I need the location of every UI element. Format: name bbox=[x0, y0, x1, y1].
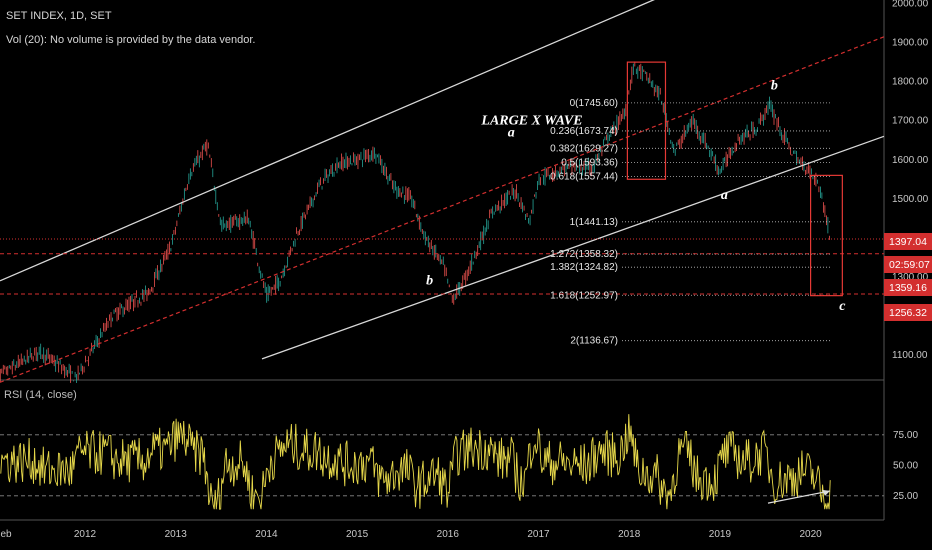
rsi-legend[interactable]: RSI (14, close) bbox=[4, 389, 77, 401]
time-tick-7: 2018 bbox=[618, 529, 641, 540]
rsi-line bbox=[0, 414, 831, 510]
price-badge-0 bbox=[884, 233, 932, 250]
price-tick-0: 2000.00 bbox=[892, 0, 929, 10]
time-tick-8: 2019 bbox=[709, 529, 732, 540]
price-badge-text-1: 02:59:07 bbox=[889, 259, 930, 271]
price-tick-2: 1800.00 bbox=[892, 77, 929, 88]
top-highlight-box bbox=[626, 61, 667, 180]
wave-label-1: a bbox=[508, 125, 515, 140]
fib-label-6: 1.272(1358.32) bbox=[550, 249, 618, 260]
wave-label-2: b bbox=[426, 274, 433, 289]
time-tick-1: 2012 bbox=[74, 529, 97, 540]
time-axis[interactable]: eb 2012 2013 2014 2015 2016 2017 2018 2019 2020 bbox=[0, 529, 822, 540]
rsi-trend-line bbox=[767, 490, 831, 504]
lower-channel-line bbox=[261, 135, 885, 360]
wave-label-3: b bbox=[771, 78, 778, 93]
price-tick-7: 1300.00 bbox=[892, 272, 929, 283]
fib-label-9: 2(1136.67) bbox=[570, 336, 618, 347]
price-badge-2 bbox=[884, 279, 932, 296]
price-tick-9: 1100.00 bbox=[892, 350, 928, 361]
time-tick-4: 2015 bbox=[346, 529, 369, 540]
pattern-title: LARGE X WAVE bbox=[480, 114, 582, 129]
rsi-plot[interactable] bbox=[0, 414, 884, 510]
highlight-boxes[interactable] bbox=[626, 61, 843, 297]
price-tick-3: 1700.00 bbox=[892, 116, 929, 127]
fib-label-0: 0(1745.60) bbox=[570, 98, 618, 109]
mid-channel-line bbox=[0, 36, 885, 383]
time-tick-5: 2016 bbox=[437, 529, 460, 540]
price-axis[interactable]: 2000.00 1900.00 1800.00 1700.00 1600.00 1500.… bbox=[884, 0, 932, 502]
wave-label-4: a bbox=[721, 188, 728, 203]
rsi-trend-arrowhead bbox=[822, 489, 830, 496]
fib-label-3: 0.5(1593.36) bbox=[561, 157, 618, 168]
fib-label-8: 1.618(1252.97) bbox=[550, 290, 618, 301]
symbol-title[interactable]: SET INDEX, 1D, SET bbox=[6, 10, 112, 22]
price-badge-text-0: 1397.04 bbox=[889, 236, 927, 248]
price-badge-text-3: 1256.32 bbox=[889, 307, 927, 319]
fib-label-2: 0.382(1629.27) bbox=[550, 143, 618, 154]
target-highlight-box bbox=[809, 174, 843, 297]
rsi-tick-0: 75.00 bbox=[893, 430, 918, 441]
time-tick-0: eb bbox=[0, 529, 12, 540]
fibonacci-levels[interactable]: 0(1745.60) 0.236(1673.74) 0.382(1629.27) 0.… bbox=[550, 98, 830, 347]
drawing-lines[interactable] bbox=[0, 0, 885, 383]
price-tick-1: 1900.00 bbox=[892, 38, 929, 49]
fib-label-1: 0.236(1673.74) bbox=[550, 126, 618, 137]
price-tick-5: 1500.00 bbox=[892, 194, 929, 205]
time-tick-2: 2013 bbox=[165, 529, 188, 540]
price-badge-1 bbox=[884, 256, 932, 273]
price-tick-4: 1600.00 bbox=[892, 155, 929, 166]
fib-label-5: 1(1441.13) bbox=[570, 217, 618, 228]
time-tick-6: 2017 bbox=[527, 529, 550, 540]
price-candles[interactable] bbox=[0, 61, 830, 384]
time-tick-9: 2020 bbox=[799, 529, 822, 540]
rsi-tick-2: 25.00 bbox=[893, 491, 918, 502]
wave-label-5: c bbox=[839, 299, 846, 314]
fib-label-7: 1.382(1324.82) bbox=[550, 262, 618, 273]
volume-legend: Vol (20): No volume is provided by the d… bbox=[6, 34, 256, 46]
fib-label-4: 0.618(1557.44) bbox=[550, 171, 618, 182]
upper-channel-line bbox=[0, 0, 655, 282]
price-badge-text-2: 1359.16 bbox=[889, 282, 927, 294]
price-badge-3 bbox=[884, 304, 932, 321]
wave-labels: LARGE X WAVEcabbac bbox=[426, 78, 846, 314]
time-tick-3: 2014 bbox=[255, 529, 278, 540]
rsi-tick-1: 50.00 bbox=[893, 460, 918, 471]
